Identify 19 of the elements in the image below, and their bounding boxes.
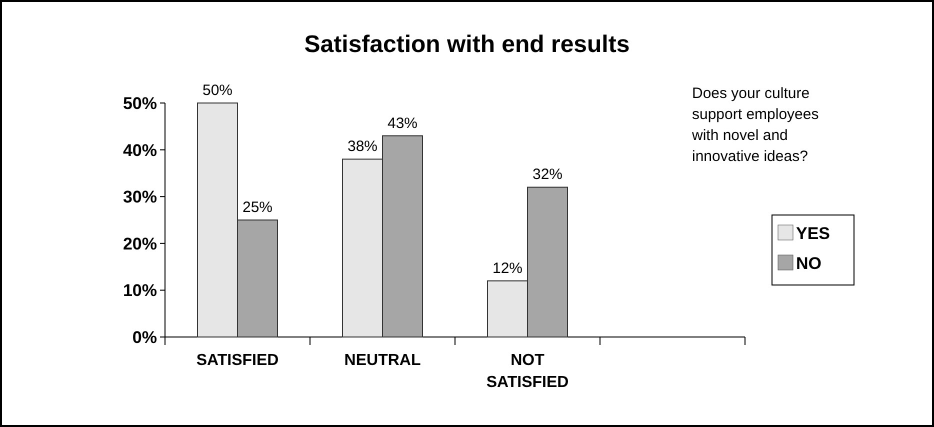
x-tick-label: NEUTRAL — [344, 352, 421, 369]
y-tick-label: 0% — [132, 328, 157, 347]
data-label: 50% — [202, 82, 233, 99]
data-label: 43% — [387, 114, 418, 132]
y-tick-label: 40% — [122, 140, 157, 160]
y-tick-label: 10% — [122, 281, 157, 300]
y-tick-label: 20% — [122, 234, 157, 254]
data-label: 25% — [242, 199, 273, 216]
x-tick-label: SATISFIED — [196, 352, 279, 369]
x-tick-label: NOT SATISFIED — [486, 352, 569, 391]
chart-title: Satisfaction with end results — [304, 31, 630, 58]
legend-label: NO — [796, 254, 822, 273]
y-tick-label: 50% — [122, 94, 157, 113]
data-label: 38% — [347, 138, 378, 156]
y-tick-label: 30% — [122, 188, 157, 207]
annotation: Does your culture support employees with novel and innovative ideas? — [691, 85, 819, 165]
legend-label: YES — [796, 224, 830, 243]
data-label: 12% — [492, 260, 523, 277]
data-label: 32% — [532, 166, 563, 184]
